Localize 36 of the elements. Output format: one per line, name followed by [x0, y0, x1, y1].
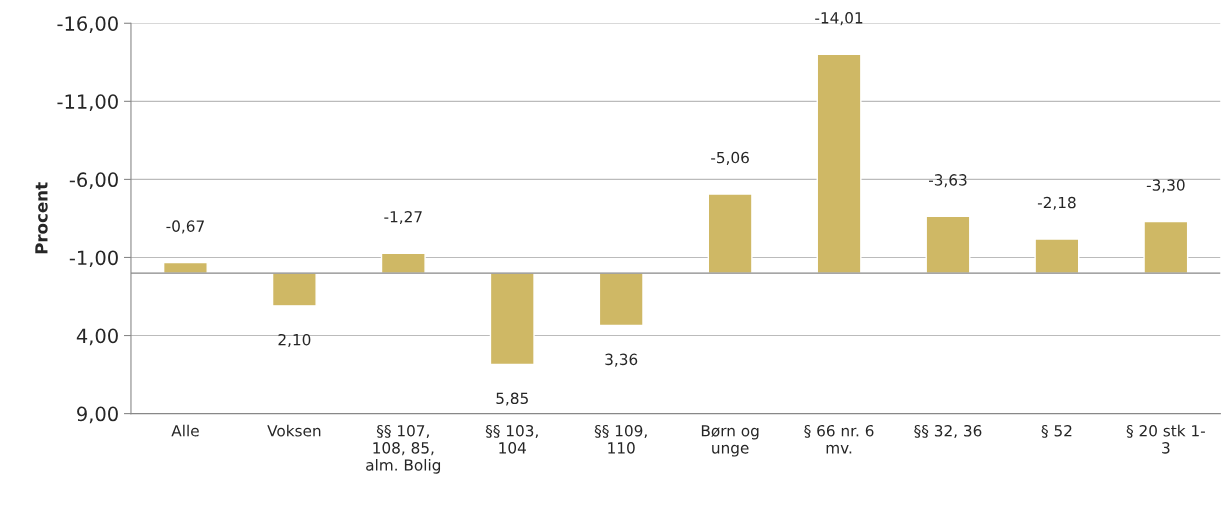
y-tick-label: -16,00 [57, 16, 118, 33]
data-label: 2,10 [278, 333, 311, 348]
y-tick-label: -11,00 [57, 94, 118, 111]
x-tick-label: Børn og unge [701, 425, 759, 457]
data-label: -5,06 [711, 151, 749, 165]
x-tick-label: §§ 103, 104 [485, 424, 538, 454]
x-tick-label: §§ 32, 36 [914, 424, 982, 439]
data-label: -3,63 [928, 174, 967, 188]
y-tick-label: 4,00 [76, 328, 118, 346]
bar [1034, 238, 1080, 274]
y-tick-label: 9,00 [77, 406, 118, 424]
data-label: -2,18 [1037, 196, 1076, 210]
data-label: -14,01 [815, 12, 863, 26]
y-tick-label: -6,00 [69, 172, 118, 190]
x-tick-label: § 20 stk 1- 3 [1126, 424, 1205, 454]
bar [816, 53, 862, 274]
bar [1143, 220, 1189, 274]
x-tick-label: §§ 107, 108, 85, alm. Bolig [366, 424, 441, 474]
bar [598, 272, 644, 327]
x-tick-label: § 52 [1041, 424, 1072, 438]
data-label: -3,30 [1146, 179, 1185, 193]
y-axis-title: Procent [35, 182, 48, 254]
y-tick-label: -1,00 [69, 250, 118, 268]
data-label: -1,27 [384, 210, 422, 225]
x-tick-label: § 66 nr. 6 mv. [804, 424, 874, 454]
data-label: -0,67 [166, 220, 204, 234]
bar [380, 252, 426, 274]
data-label: 3,36 [605, 353, 638, 367]
x-tick-label: §§ 109, 110 [594, 424, 647, 454]
bar [707, 193, 753, 274]
x-tick-label: Voksen [267, 424, 321, 437]
x-tick-label: Alle [171, 424, 199, 437]
data-label: 5,85 [496, 392, 528, 406]
bar [271, 272, 317, 307]
bar [489, 272, 535, 366]
bar [925, 215, 971, 274]
